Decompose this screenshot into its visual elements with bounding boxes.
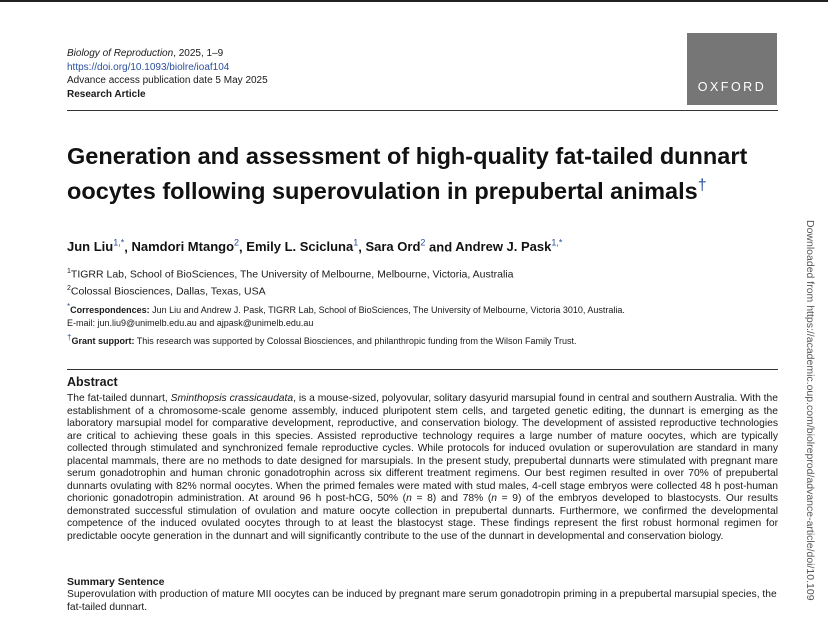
top-border <box>0 0 828 2</box>
grant-mark: † <box>67 333 72 342</box>
author[interactable]: Emily L. Scicluna1 <box>246 238 359 255</box>
publication-date: Advance access publication date 5 May 20… <box>67 75 268 86</box>
abstract-divider <box>67 369 778 370</box>
author[interactable]: Sara Ord2 <box>365 238 426 255</box>
correspondence-text: Jun Liu and Andrew J. Pask, TIGRR Lab, S… <box>149 305 625 315</box>
title-footnote-mark[interactable]: † <box>697 177 707 194</box>
author[interactable]: Andrew J. Pask1,* <box>455 238 563 255</box>
species-name: Sminthopsis crassicaudata <box>170 393 294 404</box>
publisher-logo[interactable]: OXFORD <box>687 33 777 105</box>
correspondence-label: Correspondences: <box>70 305 150 315</box>
grant-text: This research was supported by Colossal … <box>134 336 577 346</box>
doi-link[interactable]: https://doi.org/10.1093/biolre/ioaf104 <box>67 61 230 73</box>
summary-heading: Summary Sentence <box>67 576 165 588</box>
citation: , 2025, 1–9 <box>173 48 224 59</box>
author[interactable]: Namdori Mtango2 <box>131 238 240 255</box>
affiliation: 1TIGRR Lab, School of BioSciences, The U… <box>67 268 514 281</box>
grant-label: Grant support: <box>71 336 135 346</box>
abstract-heading: Abstract <box>67 375 118 389</box>
affiliations: 1TIGRR Lab, School of BioSciences, The U… <box>67 265 513 298</box>
title-text: Generation and assessment of high-qualit… <box>67 143 748 204</box>
article-meta: Biology of Reproduction, 2025, 1–9 https… <box>67 47 268 101</box>
correspondence-mark: * <box>67 302 71 311</box>
journal-name: Biology of Reproduction <box>67 48 174 59</box>
download-watermark: Downloaded from https://academic.oup.com… <box>804 220 816 601</box>
citation-line: Biology of Reproduction, 2025, 1–9 <box>67 47 268 61</box>
article-title: Generation and assessment of high-qualit… <box>67 141 767 206</box>
article-type: Research Article <box>67 88 146 100</box>
author-list: Jun Liu1,*, Namdori Mtango2, Emily L. Sc… <box>67 238 563 255</box>
abstract-body: The fat-tailed dunnart, Sminthopsis cras… <box>67 393 778 542</box>
correspondence-email[interactable]: E-mail: jun.liu9@unimelb.edu.au and ajpa… <box>67 317 314 328</box>
summary-body: Superovulation with production of mature… <box>67 589 777 613</box>
correspondence: *Correspondences: Jun Liu and Andrew J. … <box>67 301 625 329</box>
grant-support: †Grant support: This research was suppor… <box>67 333 577 346</box>
affiliation: 2Colossal Biosciences, Dallas, Texas, US… <box>67 284 266 298</box>
header-divider <box>67 110 778 111</box>
author[interactable]: Jun Liu1,* <box>67 238 125 255</box>
